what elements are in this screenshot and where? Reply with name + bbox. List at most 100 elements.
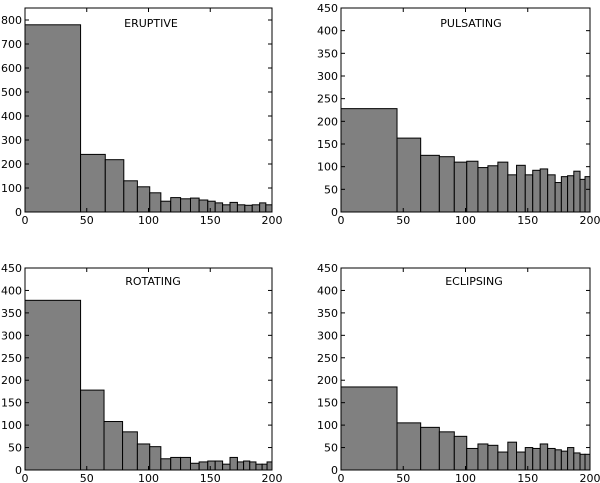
y-tick-label: 600 [1,62,22,75]
panel-eclipsing: ECLIPSING 0 50 100 150 200 0 50 100 150 200 250 300… [317,262,600,483]
histogram-bar [573,170,581,213]
histogram-bar [229,456,238,471]
y-tick-label: 150 [1,397,22,410]
panel-title: PULSATING [440,17,501,30]
y-tick-label: 200 [1,374,22,387]
y-tick-label: 400 [1,110,22,123]
histogram-bar [149,192,162,213]
histogram-bar [396,422,422,471]
y-tick-label: 300 [1,329,22,342]
y-tick-label: 200 [317,115,338,128]
x-tick-label: 50 [80,214,94,227]
histogram-bar [170,456,182,471]
x-tick-label: 0 [338,214,345,227]
histogram-bar [453,435,468,471]
plot-border [340,267,591,471]
x-tick-label: 100 [138,214,159,227]
histogram-bar [539,443,549,471]
histogram-bar [560,450,569,471]
histogram-bar [453,161,468,213]
histogram-bar [507,441,518,471]
y-tick-label: 250 [317,93,338,106]
x-tick-label: 0 [22,214,29,227]
histogram-bar [584,176,591,213]
y-tick-label: 150 [317,138,338,151]
histogram-bar [265,204,273,213]
histogram-bar [554,182,562,213]
histogram-bar [222,204,231,213]
plot-border [24,7,273,213]
x-tick-label: 150 [200,472,221,483]
x-tick-label: 150 [517,472,538,483]
x-tick-label: 200 [262,472,283,483]
histogram-bar [497,161,509,213]
panel-pulsating: PULSATING 0 50 100 150 200 0 50 100 150 200 250 300… [317,2,600,227]
y-tick-label: 100 [317,161,338,174]
y-tick-label: 300 [317,329,338,342]
histogram-bar [539,168,549,213]
panel-rotating: ROTATING 0 50 100 150 200 0 50 100 150 200 250 300 3… [1,262,283,483]
histogram-bar [579,178,586,213]
histogram-bar [532,447,541,471]
y-tick-label: 0 [15,206,22,219]
histogram-bar [396,137,422,213]
y-tick-label: 400 [317,284,338,297]
histogram-bar [487,165,499,213]
histogram-bar [249,461,257,471]
histogram-bar [466,447,479,471]
y-tick-label: 100 [1,419,22,432]
histogram-bar [340,386,398,471]
plot-border [340,7,591,213]
y-tick-label: 0 [331,464,338,477]
y-tick-label: 0 [331,206,338,219]
histogram-bar [160,458,172,471]
y-tick-label: 300 [1,134,22,147]
histogram-bar [198,199,209,213]
histogram-bar [438,431,455,471]
x-tick-label: 100 [455,214,476,227]
histogram-bar [532,169,541,213]
y-tick-label: 350 [317,47,338,60]
histogram-bar [136,186,151,213]
histogram-bar [579,453,586,471]
y-tick-label: 0 [15,464,22,477]
histogram-bar [255,463,263,471]
histogram-bar [560,176,569,213]
y-tick-label: 200 [1,158,22,171]
x-tick-label: 0 [338,472,345,483]
y-tick-label: 250 [1,352,22,365]
y-tick-label: 350 [1,307,22,320]
histogram-bar [244,204,253,213]
x-tick-label: 200 [580,472,600,483]
histogram-bar [497,451,509,471]
histogram-bar [524,174,534,213]
y-tick-label: 200 [317,374,338,387]
histogram-bar [180,198,191,213]
y-tick-label: 500 [1,86,22,99]
histogram-bar [180,456,191,471]
x-tick-label: 50 [396,472,410,483]
y-tick-label: 100 [317,419,338,432]
x-tick-label: 150 [517,214,538,227]
histogram-bar [198,461,209,471]
y-tick-label: 300 [317,70,338,83]
y-tick-label: 800 [1,14,22,27]
x-tick-label: 100 [138,472,159,483]
panel-title: ROTATING [125,275,181,288]
histogram-bar [524,447,534,471]
y-tick-label: 700 [1,38,22,51]
histogram-bar [104,159,125,213]
histogram-bar [123,180,138,213]
histogram-bar [236,204,246,213]
histogram-bar [24,24,82,213]
y-tick-label: 50 [324,442,338,455]
x-tick-label: 50 [396,214,410,227]
y-tick-label: 350 [317,307,338,320]
histogram-bar [259,202,267,213]
histogram-bar [547,447,556,471]
histogram-bar [80,389,105,471]
histogram-bar [554,449,562,471]
y-tick-label: 450 [317,2,338,15]
x-tick-label: 0 [22,472,29,483]
